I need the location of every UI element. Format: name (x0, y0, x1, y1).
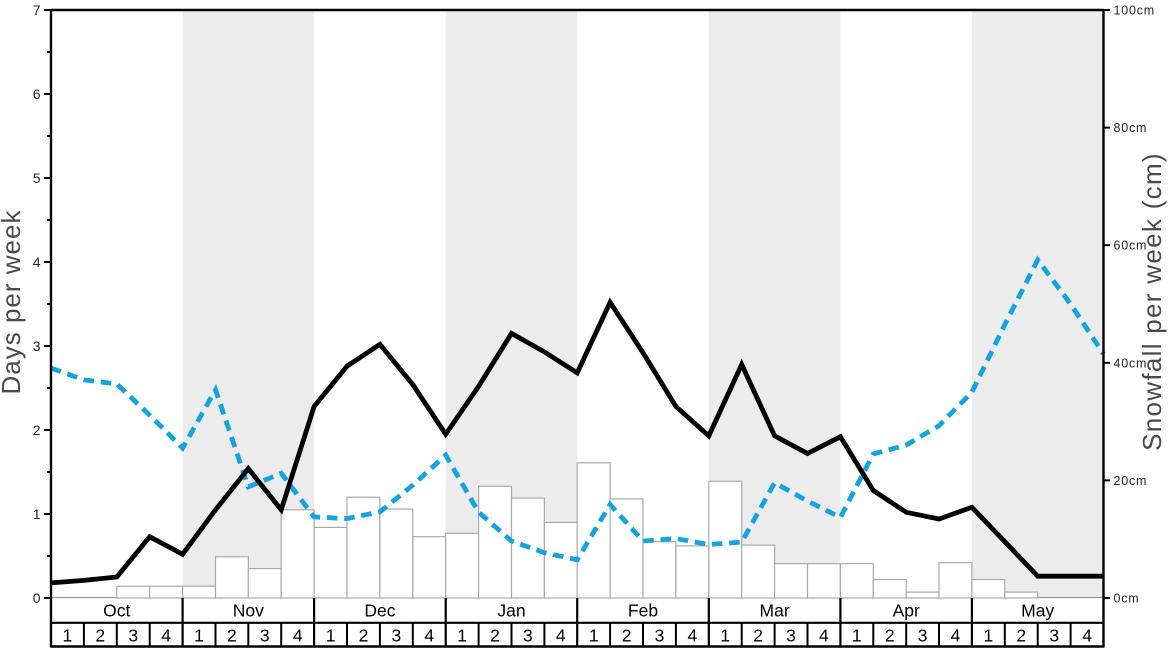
svg-text:3: 3 (128, 626, 138, 646)
svg-text:4: 4 (1082, 626, 1092, 646)
svg-text:Days per week: Days per week (0, 210, 26, 395)
svg-text:3: 3 (918, 626, 928, 646)
svg-text:4: 4 (951, 626, 961, 646)
svg-text:Snowfall per week (cm): Snowfall per week (cm) (1137, 152, 1167, 451)
svg-text:1: 1 (852, 626, 862, 646)
svg-text:40cm: 40cm (1114, 356, 1148, 370)
svg-text:1: 1 (457, 626, 467, 646)
svg-text:2: 2 (753, 626, 763, 646)
svg-text:3: 3 (1049, 626, 1059, 646)
svg-text:80cm: 80cm (1114, 121, 1148, 135)
svg-text:1: 1 (984, 626, 994, 646)
svg-text:Mar: Mar (760, 601, 790, 621)
svg-text:3: 3 (786, 626, 796, 646)
svg-text:4: 4 (556, 626, 566, 646)
svg-text:4: 4 (688, 626, 698, 646)
svg-text:Apr: Apr (893, 601, 920, 621)
svg-text:60cm: 60cm (1114, 239, 1148, 253)
svg-text:2: 2 (95, 626, 105, 646)
svg-text:Feb: Feb (628, 601, 658, 621)
svg-text:2: 2 (33, 422, 41, 438)
svg-text:0: 0 (33, 590, 41, 606)
svg-text:5: 5 (33, 170, 41, 186)
svg-text:2: 2 (490, 626, 500, 646)
svg-text:4: 4 (424, 626, 434, 646)
svg-text:3: 3 (392, 626, 402, 646)
svg-text:Nov: Nov (233, 601, 264, 621)
svg-text:Dec: Dec (364, 601, 395, 621)
svg-text:3: 3 (260, 626, 270, 646)
svg-text:1: 1 (326, 626, 336, 646)
svg-text:4: 4 (293, 626, 303, 646)
svg-text:3: 3 (655, 626, 665, 646)
svg-text:2: 2 (1016, 626, 1026, 646)
svg-text:0cm: 0cm (1114, 592, 1140, 606)
svg-text:May: May (1021, 601, 1054, 621)
svg-text:1: 1 (33, 506, 41, 522)
svg-text:1: 1 (194, 626, 204, 646)
svg-text:1: 1 (589, 626, 599, 646)
svg-text:6: 6 (33, 86, 41, 102)
svg-text:7: 7 (33, 2, 41, 18)
svg-text:1: 1 (720, 626, 730, 646)
svg-text:2: 2 (227, 626, 237, 646)
svg-text:3: 3 (33, 338, 41, 354)
svg-text:2: 2 (622, 626, 632, 646)
svg-text:4: 4 (33, 254, 41, 270)
svg-text:3: 3 (523, 626, 533, 646)
svg-text:100cm: 100cm (1114, 4, 1156, 18)
svg-text:Jan: Jan (497, 601, 525, 621)
svg-text:4: 4 (819, 626, 829, 646)
svg-text:1: 1 (63, 626, 73, 646)
svg-text:2: 2 (885, 626, 895, 646)
svg-text:Oct: Oct (103, 601, 130, 621)
svg-text:4: 4 (161, 626, 171, 646)
svg-text:20cm: 20cm (1114, 474, 1148, 488)
svg-text:2: 2 (359, 626, 369, 646)
